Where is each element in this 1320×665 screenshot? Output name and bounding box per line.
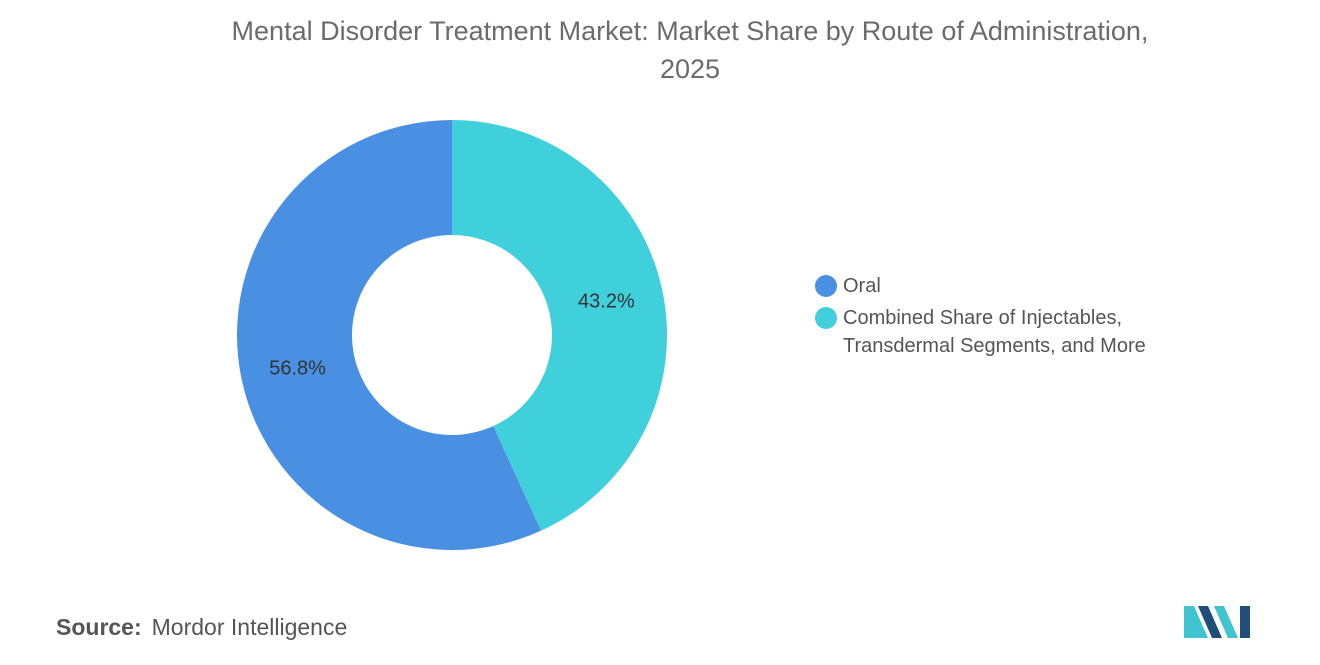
source-label: Source: — [56, 614, 142, 640]
chart-title: Mental Disorder Treatment Market: Market… — [0, 12, 1320, 88]
logo-shape-right — [1240, 606, 1250, 638]
donut-slice-combined — [452, 120, 667, 531]
logo-shape-mid-dark — [1198, 606, 1222, 638]
chart-legend: Oral Combined Share of Injectables, Tran… — [815, 272, 1235, 364]
chart-title-line-2: 2025 — [659, 54, 721, 84]
donut-slice-oral — [237, 120, 542, 550]
legend-swatch-combined — [815, 307, 837, 329]
legend-label-combined-line-1: Combined Share of Injectables, — [843, 307, 1123, 329]
source-note: Source: Mordor Intelligence — [56, 612, 347, 642]
legend-swatch-oral — [815, 275, 837, 297]
chart-title-line-1: Mental Disorder Treatment Market: Market… — [231, 16, 1149, 46]
mordor-intelligence-logo-icon — [1184, 606, 1250, 638]
data-label-oral: 56.8% — [269, 357, 326, 379]
logo-shape-mid-light — [1214, 606, 1238, 638]
legend-label-combined-line-2: Transdermal Segments, and More — [843, 335, 1146, 357]
legend-item-combined: Combined Share of Injectables, Transderm… — [815, 304, 1235, 360]
legend-label-oral: Oral — [843, 275, 881, 297]
legend-item-oral: Oral — [815, 272, 1235, 300]
logo-shape-left — [1184, 606, 1208, 638]
data-label-combined: 43.2% — [578, 291, 635, 313]
source-value: Mordor Intelligence — [151, 614, 348, 640]
